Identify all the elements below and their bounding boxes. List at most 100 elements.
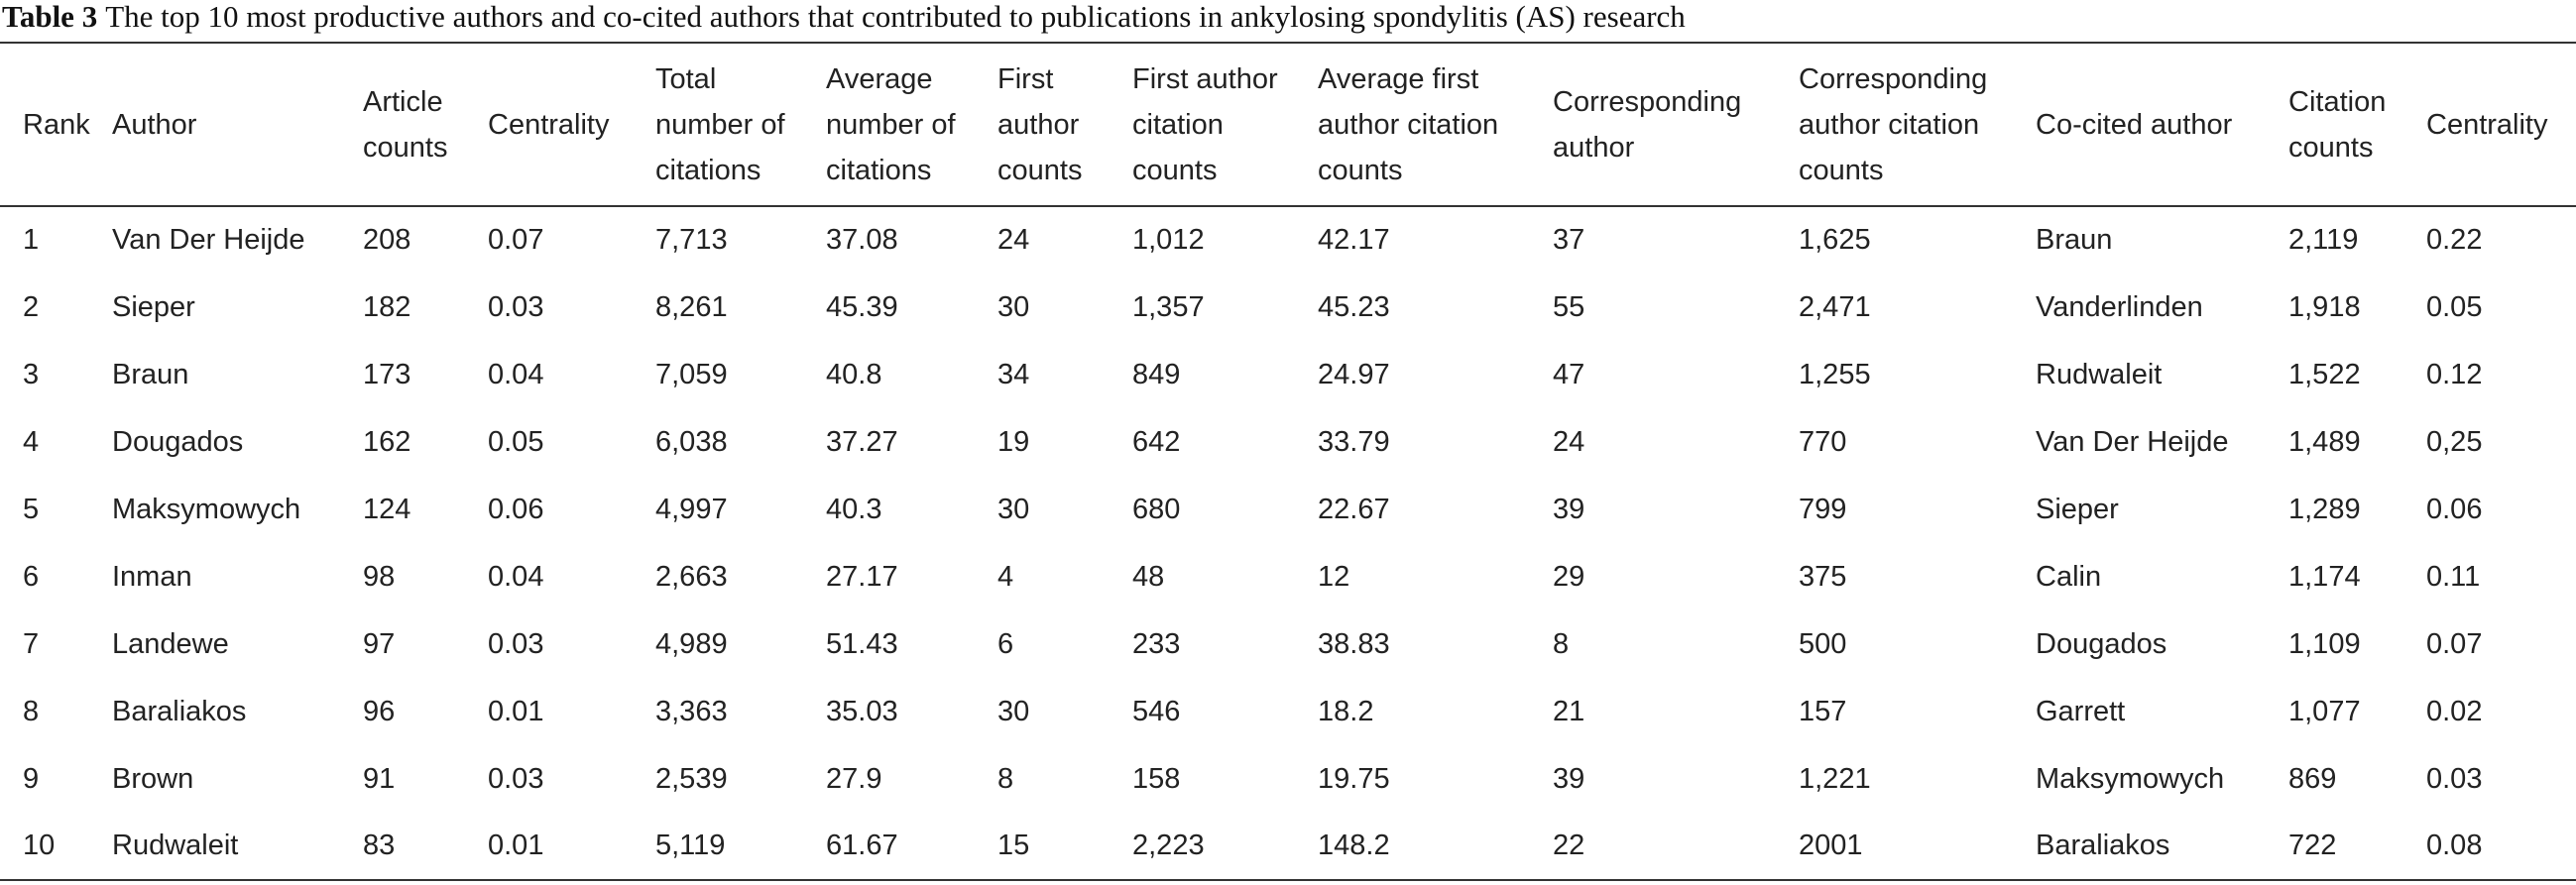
header-line: Centrality [488, 108, 610, 141]
table-cell: 83 [363, 830, 396, 861]
column-header: Average first author citation counts [1318, 43, 1553, 206]
table-cell: 0,25 [2426, 425, 2483, 458]
table-cell: 61.67 [826, 830, 898, 861]
table-cell: 500 [1799, 627, 1847, 660]
header-line: Centrality [2426, 108, 2548, 141]
table-cell: 0.05 [2426, 290, 2483, 323]
table-cell: 0.03 [488, 762, 544, 795]
table-cell: 2,663 [655, 560, 728, 593]
table-cell: 2 [23, 290, 40, 323]
table-cell: 0.07 [488, 224, 544, 256]
header-line: Article [363, 85, 443, 118]
table-cell: 0.03 [2426, 762, 2483, 795]
table-cell: 47 [1553, 358, 1585, 390]
table-row: 10 Rudwaleit 83 0.01 5,119 61.67 15 2,223 148.2 2… [0, 813, 2576, 880]
table-cell: 0.01 [488, 830, 544, 861]
header-row: Rank Author Article counts Centrality Total nu… [0, 43, 2576, 206]
table-cell: 799 [1799, 493, 1847, 525]
table-cell: 1,077 [2288, 695, 2361, 727]
column-header: First author citation counts [1132, 43, 1318, 206]
table-cell: Calin [2036, 560, 2102, 593]
table-cell: 1,174 [2288, 560, 2361, 593]
table-cell: 173 [363, 358, 411, 390]
header-line: counts [363, 131, 448, 164]
table-cell: Sieper [112, 290, 195, 323]
table-cell: 8 [23, 695, 40, 727]
table-cell: 5,119 [655, 830, 726, 861]
table-cell: 0.11 [2426, 560, 2481, 593]
table-row: 2 Sieper 182 0.03 8,261 45.39 30 1,357 45.23 55 2,… [0, 274, 2576, 341]
table-caption: Table 3 The top 10 most productive author… [0, 0, 2576, 42]
table-row: 5 Maksymowych 124 0.06 4,997 40.3 30 680 22.67 39… [0, 476, 2576, 543]
table-cell: 158 [1132, 762, 1181, 795]
column-header: Centrality [2426, 43, 2576, 206]
header-line: citations [655, 154, 761, 186]
column-header: Citation counts [2288, 43, 2426, 206]
table-cell: 45.39 [826, 290, 898, 323]
table-cell: 96 [363, 695, 396, 727]
table-cell: 24 [1553, 425, 1585, 458]
table-cell: 7,713 [655, 224, 728, 256]
table-cell: 4,997 [655, 493, 728, 525]
header-line: Corresponding [1799, 62, 1988, 95]
table-cell: 6 [997, 627, 1014, 660]
table-cell: 869 [2288, 762, 2337, 795]
column-header: Average number of citations [826, 43, 997, 206]
header-line: author citation [1318, 108, 1499, 141]
header-line: Citation [2288, 85, 2387, 118]
header-line: Corresponding [1553, 85, 1742, 118]
table-cell: Baraliakos [112, 695, 247, 727]
table-cell: 24.97 [1318, 358, 1390, 390]
table-cell: 233 [1132, 627, 1181, 660]
table-cell: 0.01 [488, 695, 544, 727]
table-cell: 0.07 [2426, 627, 2483, 660]
table-cell: 40.3 [826, 493, 882, 525]
table-cell: 6,038 [655, 425, 728, 458]
table-cell: Braun [112, 358, 189, 390]
data-table: Rank Author Article counts Centrality Total nu… [0, 42, 2576, 881]
table-cell: 6 [23, 560, 40, 593]
table-cell: 27.9 [826, 762, 882, 795]
header-line: First [997, 62, 1054, 95]
header-line: Author [112, 108, 197, 141]
table-cell: 98 [363, 560, 396, 593]
table-row: 4 Dougados 162 0.05 6,038 37.27 19 642 33.79 24 77… [0, 408, 2576, 476]
table-cell: 27.17 [826, 560, 898, 593]
table-cell: 39 [1553, 762, 1585, 795]
table-cell: 30 [997, 290, 1030, 323]
table-cell: 2,223 [1132, 830, 1205, 861]
table-row: 9 Brown 91 0.03 2,539 27.9 8 158 19.75 39 1,221 Mak… [0, 745, 2576, 813]
table-cell: 2,539 [655, 762, 728, 795]
table-cell: Dougados [2036, 627, 2167, 660]
header-line: number of [826, 108, 956, 141]
table-cell: 375 [1799, 560, 1847, 593]
table-cell: 48 [1132, 560, 1165, 593]
table-cell: 4 [997, 560, 1014, 593]
header-line: counts [1132, 154, 1218, 186]
table-cell: 37 [1553, 224, 1585, 256]
table-cell: 19 [997, 425, 1030, 458]
table-cell: 162 [363, 425, 411, 458]
header-line: author [1553, 131, 1635, 164]
table-cell: 8 [1553, 627, 1570, 660]
header-line: number of [655, 108, 785, 141]
table-cell: 148.2 [1318, 830, 1390, 861]
table-cell: Rudwaleit [2036, 358, 2163, 390]
table-cell: 10 [23, 830, 56, 861]
table-row: 8 Baraliakos 96 0.01 3,363 35.03 30 546 18.2 21 15… [0, 678, 2576, 745]
table-cell: 97 [363, 627, 396, 660]
table-cell: 0.03 [488, 627, 544, 660]
table-cell: 0.06 [2426, 493, 2483, 525]
table-cell: 45.23 [1318, 290, 1390, 323]
table-cell: 0.04 [488, 358, 544, 390]
table-cell: Brown [112, 762, 194, 795]
table-cell: 9 [23, 762, 40, 795]
table-cell: 680 [1132, 493, 1181, 525]
table-cell: 124 [363, 493, 411, 525]
table-cell: 22 [1553, 830, 1585, 861]
table-cell: 91 [363, 762, 396, 795]
table-cell: 35.03 [826, 695, 898, 727]
table-cell: 849 [1132, 358, 1181, 390]
table-cell: Van Der Heijde [2036, 425, 2229, 458]
table-cell: 38.83 [1318, 627, 1390, 660]
